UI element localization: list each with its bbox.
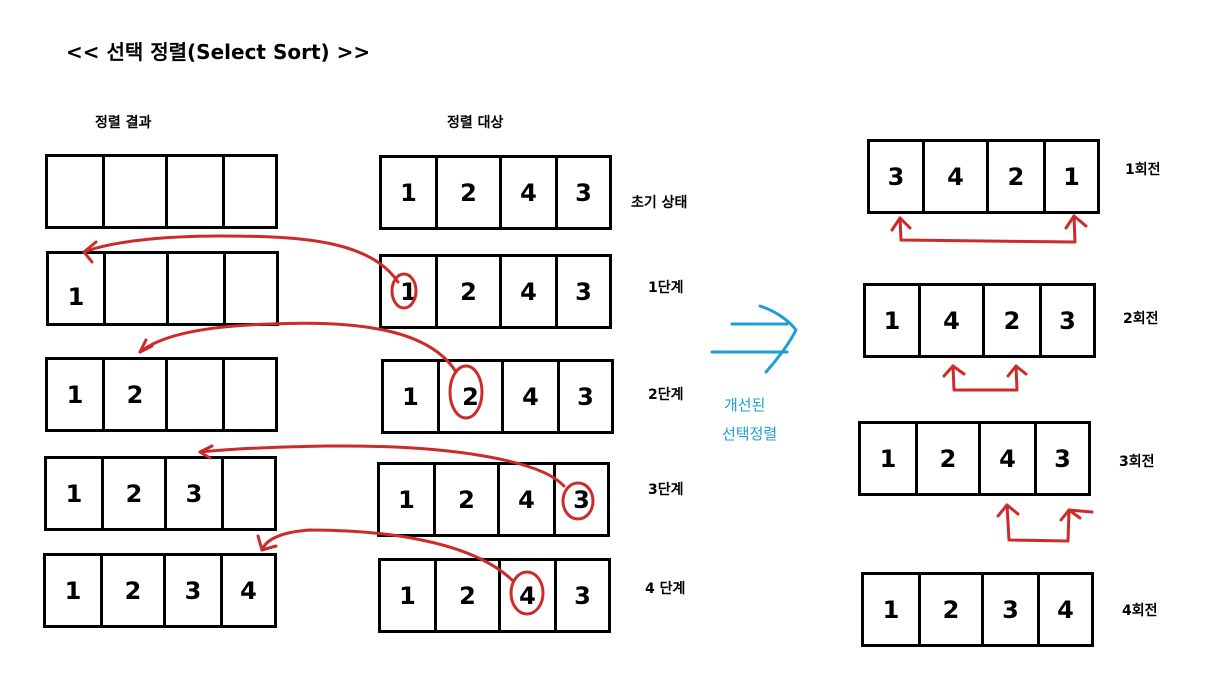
array-cell: 2 bbox=[989, 142, 1046, 211]
array-cell: 3 bbox=[167, 459, 224, 528]
array-cell: 1 bbox=[864, 575, 921, 644]
array-cell: 3 bbox=[574, 581, 591, 610]
round-label: 4회전 bbox=[1122, 603, 1158, 619]
array-cell: 4 bbox=[502, 158, 558, 227]
result-header: 정렬 결과 bbox=[95, 115, 152, 131]
arrowhead bbox=[942, 364, 966, 378]
result-array-4: 1 2 3 4 bbox=[43, 553, 277, 628]
step-label: 2단계 bbox=[648, 387, 684, 403]
swap-arrow-round1 bbox=[898, 214, 1077, 244]
array-cell: 2 bbox=[103, 556, 166, 625]
array-cell: 1 bbox=[48, 360, 105, 429]
round-array-3: 1 2 3 4 bbox=[861, 572, 1094, 647]
arrowhead bbox=[138, 338, 154, 354]
result-array-1: 1 bbox=[46, 251, 279, 326]
double-arrow-head bbox=[758, 304, 798, 374]
array-cell: 3 bbox=[577, 382, 594, 411]
array-cell: 3 bbox=[984, 575, 1040, 644]
arrowhead bbox=[890, 216, 912, 232]
page-title: << 선택 정렬(Select Sort) >> bbox=[66, 40, 371, 64]
array-cell: 1 bbox=[380, 465, 436, 534]
improved-label-line1: 개선된 bbox=[724, 396, 766, 414]
array-cell: 2 bbox=[921, 575, 984, 644]
array-cell: 1 bbox=[382, 257, 438, 326]
array-cell: 4 bbox=[925, 142, 989, 211]
target-array-0: 1 2 4 3 bbox=[379, 155, 612, 230]
array-cell: 1 bbox=[46, 556, 103, 625]
arrowhead bbox=[256, 534, 278, 552]
array-cell: 2 bbox=[985, 286, 1042, 355]
array-cell bbox=[105, 157, 168, 226]
array-cell: 1 bbox=[861, 424, 918, 493]
step-label: 4 단계 bbox=[645, 581, 686, 597]
array-cell: 2 bbox=[105, 360, 168, 429]
array-cell: 2 bbox=[437, 561, 501, 630]
array-cell: 4 bbox=[501, 561, 557, 630]
array-cell bbox=[225, 157, 275, 226]
array-cell bbox=[224, 459, 274, 528]
step-label: 1단계 bbox=[648, 280, 684, 296]
array-cell bbox=[169, 254, 226, 323]
step-label: 초기 상태 bbox=[631, 195, 688, 211]
target-array-2: 1 2 4 3 bbox=[381, 359, 614, 434]
round-array-1: 1 4 2 3 bbox=[863, 283, 1096, 358]
array-cell: 2 bbox=[436, 465, 500, 534]
array-cell: 4 bbox=[502, 257, 558, 326]
result-array-3: 1 2 3 bbox=[44, 456, 277, 531]
swap-arrow-round3 bbox=[1005, 503, 1094, 543]
array-cell: 3 bbox=[166, 556, 223, 625]
array-cell: 4 bbox=[921, 286, 985, 355]
array-cell bbox=[106, 254, 169, 323]
step-label: 3단계 bbox=[648, 482, 684, 498]
array-cell: 4 bbox=[504, 362, 560, 431]
round-label: 3회전 bbox=[1119, 454, 1155, 470]
array-cell: 4 bbox=[981, 424, 1037, 493]
target-array-1: 1 2 4 3 bbox=[379, 254, 612, 329]
array-cell: 3 bbox=[870, 142, 925, 211]
array-cell: 2 bbox=[918, 424, 981, 493]
array-cell: 2 bbox=[440, 362, 504, 431]
arrowhead bbox=[1064, 214, 1088, 230]
array-cell: 2 bbox=[438, 158, 502, 227]
array-cell bbox=[226, 254, 276, 323]
target-array-3: 1 2 4 3 bbox=[377, 462, 610, 537]
round-array-2: 1 2 4 3 bbox=[858, 421, 1091, 496]
arrowhead bbox=[1059, 508, 1082, 522]
arrowhead bbox=[996, 503, 1020, 518]
target-header: 정렬 대상 bbox=[447, 115, 504, 131]
array-cell: 1 bbox=[1063, 162, 1080, 191]
array-cell: 3 bbox=[575, 178, 592, 207]
round-label: 1회전 bbox=[1125, 162, 1161, 178]
target-array-4: 1 2 4 3 bbox=[378, 558, 611, 633]
arrowhead bbox=[1006, 364, 1028, 378]
array-cell: 1 bbox=[49, 254, 106, 323]
array-cell bbox=[225, 360, 275, 429]
array-cell: 3 bbox=[1054, 444, 1071, 473]
result-array-0 bbox=[45, 154, 278, 229]
array-cell: 3 bbox=[1059, 306, 1076, 335]
array-cell: 1 bbox=[382, 158, 438, 227]
round-array-0: 3 4 2 1 bbox=[867, 139, 1100, 214]
array-cell: 3 bbox=[573, 485, 590, 514]
array-cell: 4 bbox=[240, 576, 257, 605]
array-cell: 2 bbox=[438, 257, 502, 326]
array-cell: 3 bbox=[575, 277, 592, 306]
result-array-2: 1 2 bbox=[45, 357, 278, 432]
array-cell: 4 bbox=[500, 465, 556, 534]
array-cell: 1 bbox=[47, 459, 104, 528]
improved-label-line2: 선택정렬 bbox=[722, 425, 778, 443]
round-label: 2회전 bbox=[1123, 311, 1159, 327]
array-cell: 2 bbox=[104, 459, 167, 528]
array-cell: 1 bbox=[384, 362, 440, 431]
array-cell: 4 bbox=[1057, 595, 1074, 624]
array-cell bbox=[48, 157, 105, 226]
array-cell: 1 bbox=[866, 286, 921, 355]
array-cell bbox=[168, 360, 225, 429]
swap-arrow-round2 bbox=[951, 364, 1019, 392]
array-cell bbox=[168, 157, 225, 226]
array-cell: 1 bbox=[381, 561, 437, 630]
